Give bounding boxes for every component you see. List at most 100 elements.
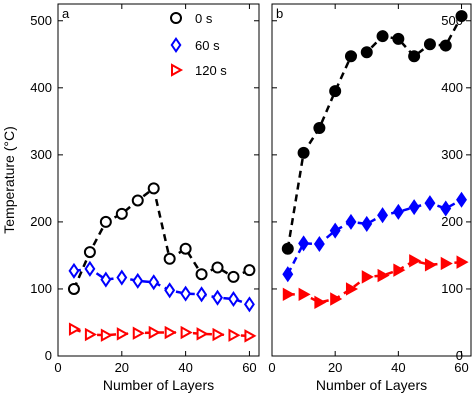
- data-point: [313, 236, 325, 253]
- data-point: [376, 30, 389, 43]
- data-point: [424, 195, 436, 212]
- y-tick-label: 0: [456, 348, 463, 363]
- y-tick-label: 300: [441, 147, 463, 162]
- data-point: [440, 256, 453, 271]
- data-point: [360, 46, 373, 59]
- data-point: [131, 194, 144, 207]
- data-point: [393, 263, 406, 277]
- plot-frame: [57, 3, 260, 357]
- panel-tag: b: [276, 6, 283, 21]
- data-point: [361, 215, 373, 232]
- series-line: [287, 259, 462, 304]
- y-tick-label: 0: [45, 348, 52, 363]
- x-tick-label: 0: [268, 360, 275, 375]
- data-point: [164, 282, 176, 299]
- data-point: [84, 260, 96, 277]
- series-line: [286, 198, 463, 275]
- data-point: [116, 269, 128, 286]
- data-point: [115, 207, 128, 220]
- data-point: [68, 322, 82, 336]
- x-tick-label: 20: [328, 360, 342, 375]
- y-tick-label: 100: [30, 281, 52, 296]
- y-tick-label: 400: [441, 80, 463, 95]
- data-point: [423, 38, 436, 51]
- data-point: [439, 39, 452, 52]
- data-point: [243, 296, 255, 313]
- data-point: [408, 199, 420, 216]
- y-tick-label: 400: [30, 80, 52, 95]
- data-point: [195, 268, 208, 281]
- data-point: [163, 252, 176, 265]
- data-point: [180, 285, 192, 302]
- data-point: [196, 286, 208, 303]
- data-point: [227, 270, 240, 283]
- data-point: [424, 258, 437, 272]
- data-point: [148, 274, 160, 291]
- legend-label: 120 s: [195, 63, 227, 78]
- data-point: [392, 32, 405, 45]
- series-line: [73, 267, 250, 306]
- data-point: [282, 266, 294, 283]
- legend: 0 s 60 s 120 s: [170, 11, 227, 78]
- x-tick-label: 40: [178, 360, 192, 375]
- legend-marker: [170, 12, 182, 24]
- data-point: [84, 327, 97, 342]
- data-point: [297, 146, 310, 159]
- data-point: [440, 200, 452, 217]
- x-axis-label: Number of Layers: [316, 377, 427, 393]
- data-point: [344, 50, 357, 63]
- legend-label: 0 s: [195, 11, 213, 26]
- data-point: [281, 242, 294, 255]
- data-point: [100, 328, 113, 342]
- data-point: [212, 327, 225, 342]
- y-tick-label: 100: [441, 281, 463, 296]
- data-point: [298, 287, 311, 302]
- data-point: [67, 282, 80, 295]
- data-point: [244, 329, 257, 343]
- data-point: [228, 328, 241, 342]
- x-tick-label: 60: [242, 360, 256, 375]
- data-point: [408, 50, 421, 63]
- data-point: [377, 207, 389, 224]
- y-tick-label: 300: [30, 147, 52, 162]
- data-point: [345, 282, 359, 296]
- panel-a: 0 20 40 60 0 100 200 300 400 500 Number of Layers a: [30, 3, 260, 393]
- x-tick-label: 40: [391, 360, 405, 375]
- data-point: [164, 325, 177, 340]
- data-point: [132, 272, 144, 289]
- data-point: [212, 289, 223, 306]
- data-point: [148, 325, 161, 340]
- data-point: [377, 268, 390, 283]
- data-point: [180, 325, 193, 340]
- x-tick-label: 60: [454, 360, 468, 375]
- data-point: [211, 261, 224, 274]
- data-point: [282, 287, 295, 302]
- data-point: [329, 85, 342, 98]
- data-point: [329, 222, 341, 239]
- y-tick-label: 200: [30, 214, 52, 229]
- data-point: [147, 182, 160, 195]
- data-point: [179, 242, 192, 255]
- data-point: [196, 327, 209, 341]
- panel-tag: a: [62, 6, 70, 21]
- data-point: [392, 203, 404, 220]
- plot-frame: [271, 3, 472, 357]
- data-point: [314, 295, 327, 310]
- x-tick-label: 0: [54, 360, 61, 375]
- legend-marker: [171, 63, 184, 77]
- data-point: [361, 270, 374, 284]
- data-point: [100, 271, 112, 288]
- data-point: [409, 254, 422, 268]
- y-axis-label: Temperature (°C): [1, 126, 17, 234]
- data-point: [298, 235, 310, 252]
- data-point: [455, 10, 468, 23]
- series-line: [72, 186, 250, 290]
- legend-marker: [170, 36, 182, 54]
- data-point: [456, 191, 467, 208]
- y-tick-label: 200: [441, 214, 463, 229]
- x-axis-label: Number of Layers: [103, 377, 214, 393]
- data-point: [243, 264, 256, 277]
- data-point: [132, 326, 145, 340]
